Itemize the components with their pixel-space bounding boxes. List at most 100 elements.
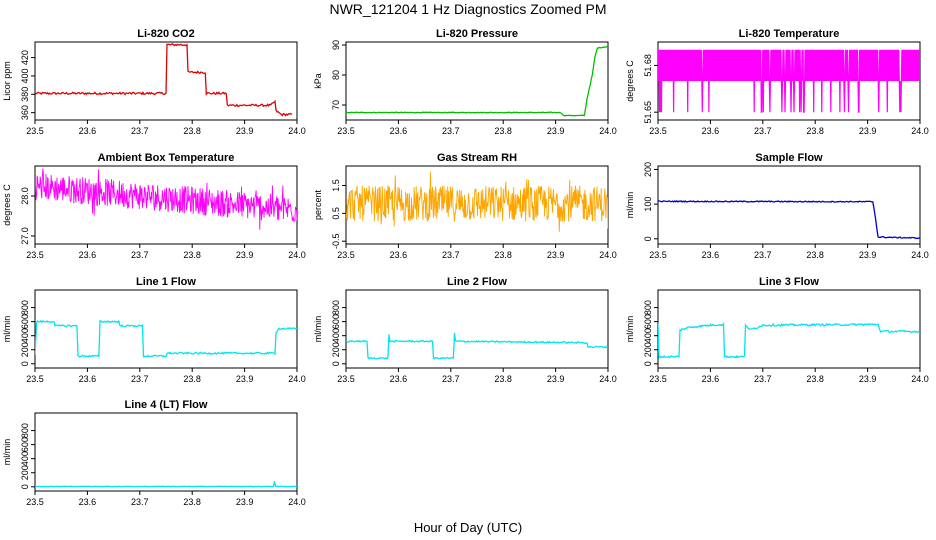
panel-li820-temperature: Li-820 Temperature 23.5 23.6 23.7 23.8 23.9 24… bbox=[625, 28, 929, 136]
x-tick-label: 23.8 bbox=[806, 126, 824, 136]
x-tick-label: 23.9 bbox=[547, 374, 565, 384]
x-tick-label: 23.8 bbox=[494, 250, 512, 260]
y-axis-label: ml/min bbox=[625, 192, 635, 219]
panel-line1-flow: Line 1 Flow 23.5 23.6 23.7 23.8 23.9 24.0 0 2004… bbox=[2, 276, 306, 384]
y-axis-label: ml/min bbox=[2, 316, 12, 343]
x-tick-label: 23.5 bbox=[649, 374, 667, 384]
series-line bbox=[658, 200, 920, 240]
x-tick-label: 23.6 bbox=[390, 126, 408, 136]
y-tick-label: 200 bbox=[643, 342, 653, 357]
x-tick-label: 23.6 bbox=[79, 250, 97, 260]
panel-title: Line 4 (LT) Flow bbox=[125, 399, 208, 411]
x-tick-label: 23.7 bbox=[754, 374, 772, 384]
panel-title: Li-820 Pressure bbox=[436, 28, 518, 40]
y-tick-label: 600 bbox=[20, 314, 30, 329]
panel-li820-pressure: Li-820 Pressure 23.5 23.6 23.7 23.8 23.9 24.0 7… bbox=[313, 28, 617, 136]
x-axis-label: Hour of Day (UTC) bbox=[414, 520, 522, 535]
y-tick-label: 0 bbox=[643, 361, 653, 366]
y-axis-label: ml/min bbox=[625, 316, 635, 343]
y-tick-label: 51.65 bbox=[643, 101, 653, 124]
panel-title: Sample Flow bbox=[755, 152, 823, 164]
panel-ambient-box-temperature: Ambient Box Temperature 23.5 23.6 23.7 23.8 2… bbox=[2, 152, 306, 260]
x-tick-label: 23.5 bbox=[649, 126, 667, 136]
y-tick-label: 380 bbox=[20, 87, 30, 102]
series-line bbox=[346, 45, 608, 117]
x-tick-label: 23.5 bbox=[26, 126, 44, 136]
y-tick-label: 420 bbox=[20, 50, 30, 65]
y-axis-label: ml/min bbox=[2, 439, 12, 466]
y-axis-label: Licor ppm bbox=[2, 61, 12, 101]
y-tick-label: 400 bbox=[20, 328, 30, 343]
x-tick-label: 23.6 bbox=[702, 250, 720, 260]
panel-title: Li-820 CO2 bbox=[137, 28, 194, 40]
x-tick-label: 23.9 bbox=[236, 250, 254, 260]
x-tick-label: 23.8 bbox=[183, 126, 201, 136]
series-line bbox=[346, 332, 608, 360]
y-tick-label: 0 bbox=[20, 361, 30, 366]
x-tick-label: 23.8 bbox=[806, 374, 824, 384]
x-tick-label: 24.0 bbox=[599, 250, 617, 260]
y-tick-label: 600 bbox=[643, 314, 653, 329]
y-tick-label: 0.5 bbox=[331, 207, 341, 220]
panel-title: Li-820 Temperature bbox=[739, 28, 840, 40]
y-tick-label: -0.5 bbox=[331, 233, 341, 249]
x-tick-label: 23.5 bbox=[337, 250, 355, 260]
panel-line2-flow: Line 2 Flow 23.5 23.6 23.7 23.8 23.9 24.0 0 2004… bbox=[313, 276, 617, 384]
y-tick-label: 400 bbox=[20, 451, 30, 466]
x-tick-label: 23.8 bbox=[183, 250, 201, 260]
x-tick-label: 23.9 bbox=[547, 250, 565, 260]
panel-title: Ambient Box Temperature bbox=[98, 152, 235, 164]
x-tick-label: 23.8 bbox=[494, 374, 512, 384]
x-tick-label: 23.7 bbox=[131, 126, 149, 136]
y-tick-label: 0 bbox=[643, 236, 653, 241]
panel-line3-flow: Line 3 Flow 23.5 23.6 23.7 23.8 23.9 24.0 0 2004… bbox=[625, 276, 929, 384]
panel-title: Line 1 Flow bbox=[136, 276, 196, 288]
y-tick-label: 90 bbox=[331, 40, 341, 50]
x-tick-label: 23.6 bbox=[79, 374, 97, 384]
y-tick-label: 200 bbox=[20, 465, 30, 480]
y-tick-label: 51.68 bbox=[643, 54, 653, 77]
x-tick-label: 23.5 bbox=[649, 250, 667, 260]
x-tick-label: 23.5 bbox=[26, 374, 44, 384]
plot-frame bbox=[34, 41, 298, 121]
x-tick-label: 23.5 bbox=[26, 250, 44, 260]
series-line bbox=[35, 319, 297, 359]
x-tick-label: 23.7 bbox=[442, 374, 460, 384]
plot-frame bbox=[345, 289, 609, 369]
y-tick-label: 200 bbox=[643, 162, 653, 177]
panel-sample-flow: Sample Flow 23.5 23.6 23.7 23.8 23.9 24.0 0 100 2… bbox=[625, 152, 929, 260]
y-tick-label: 0 bbox=[331, 361, 341, 366]
x-tick-label: 23.6 bbox=[390, 250, 408, 260]
y-tick-label: 28.0 bbox=[20, 187, 30, 205]
x-tick-label: 23.9 bbox=[236, 374, 254, 384]
y-tick-label: 800 bbox=[643, 300, 653, 315]
x-tick-label: 23.9 bbox=[547, 126, 565, 136]
y-tick-label: 80 bbox=[331, 70, 341, 80]
x-tick-label: 23.7 bbox=[131, 497, 149, 507]
x-tick-label: 23.9 bbox=[859, 250, 877, 260]
x-tick-label: 23.8 bbox=[494, 126, 512, 136]
x-tick-label: 24.0 bbox=[288, 374, 306, 384]
y-tick-label: 100 bbox=[643, 197, 653, 212]
x-tick-label: 24.0 bbox=[288, 250, 306, 260]
x-tick-label: 24.0 bbox=[911, 374, 929, 384]
y-tick-label: 360 bbox=[20, 105, 30, 120]
series-line bbox=[346, 171, 608, 232]
x-tick-label: 24.0 bbox=[911, 250, 929, 260]
panel-title: Line 2 Flow bbox=[447, 276, 507, 288]
x-tick-label: 23.7 bbox=[442, 250, 460, 260]
x-tick-label: 23.7 bbox=[131, 250, 149, 260]
series-line bbox=[658, 321, 920, 360]
y-axis-label: ml/min bbox=[313, 316, 323, 343]
y-tick-label: 400 bbox=[20, 68, 30, 83]
y-axis-label: degrees C bbox=[2, 184, 12, 226]
y-tick-label: 400 bbox=[643, 328, 653, 343]
x-tick-label: 24.0 bbox=[288, 126, 306, 136]
plot-frame bbox=[657, 289, 921, 369]
x-tick-label: 24.0 bbox=[599, 374, 617, 384]
figure-title: NWR_121204 1 Hz Diagnostics Zoomed PM bbox=[329, 1, 606, 17]
panel-li820-co2: Li-820 CO2 23.5 23.6 23.7 23.8 23.9 24.0 360 380… bbox=[2, 28, 306, 136]
y-axis-label: percent bbox=[313, 189, 323, 220]
y-tick-label: 800 bbox=[20, 423, 30, 438]
